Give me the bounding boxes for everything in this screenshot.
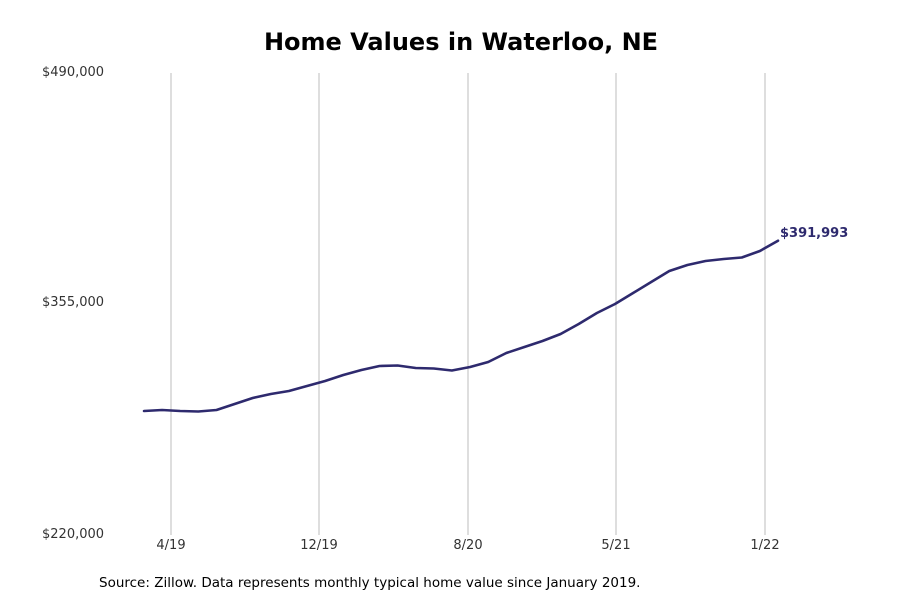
x-tick-label-5-21: 5/21 [601, 538, 631, 553]
chart-title: Home Values in Waterloo, NE [263, 28, 659, 56]
y-tick-label-bottom: $220,000 [42, 527, 105, 542]
x-tick-label-4-19: 4/19 [156, 538, 186, 553]
x-tick-label-1-22: 1/22 [750, 538, 780, 553]
y-tick-label-mid: $355,000 [42, 295, 105, 310]
end-value-label: $391,993 [780, 226, 849, 241]
x-tick-label-8-20: 8/20 [453, 538, 483, 553]
home-value-line [142, 239, 780, 413]
source-note: Source: Zillow. Data represents monthly … [99, 575, 641, 591]
y-tick-label-top: $490,000 [42, 65, 105, 80]
x-tick-label-12-19: 12/19 [300, 538, 338, 553]
